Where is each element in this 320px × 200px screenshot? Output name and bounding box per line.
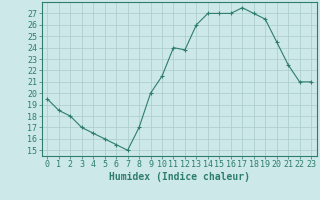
X-axis label: Humidex (Indice chaleur): Humidex (Indice chaleur)	[109, 172, 250, 182]
